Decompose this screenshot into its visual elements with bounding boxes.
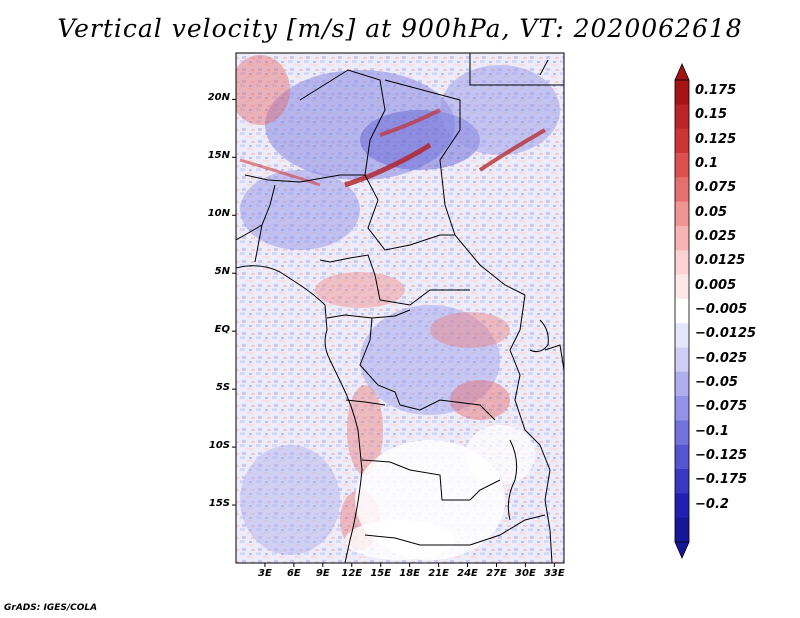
colorbar-swatch bbox=[675, 177, 689, 203]
colorbar-swatch bbox=[675, 128, 689, 154]
colorbar-level-label: 0.005 bbox=[695, 277, 737, 293]
colorbar-level-label: −0.1 bbox=[695, 423, 729, 439]
lon-tick-label: 27E bbox=[486, 568, 507, 579]
colorbar-top-arrow bbox=[674, 63, 690, 81]
velocity-field bbox=[236, 53, 564, 563]
lon-tick-label: 6E bbox=[286, 568, 301, 579]
colorbar-swatch bbox=[675, 323, 689, 348]
colorbar-swatch bbox=[675, 371, 689, 397]
colorbar-level-label: 0.1 bbox=[695, 156, 719, 172]
colorbar-swatch bbox=[675, 347, 689, 373]
colorbar-level-label: 0.125 bbox=[695, 131, 737, 147]
country-borders bbox=[236, 53, 564, 563]
colorbar-level-label: −0.125 bbox=[695, 447, 748, 463]
colorbar-swatch bbox=[675, 469, 689, 494]
lon-tick-label: 18E bbox=[399, 568, 421, 579]
lon-tick-label: 3E bbox=[258, 568, 272, 579]
colorbar-level-label: 0.025 bbox=[695, 229, 737, 245]
colorbar-swatch bbox=[675, 225, 689, 251]
lon-tick-label: 30E bbox=[515, 568, 536, 579]
colorbar bbox=[674, 63, 690, 559]
colorbar-swatch bbox=[675, 274, 689, 300]
colorbar-level-label: 0.05 bbox=[695, 204, 728, 220]
colorbar-bottom-arrow bbox=[674, 541, 690, 559]
colorbar-level-label: 0.175 bbox=[695, 83, 737, 99]
colorbar-level-label: −0.05 bbox=[695, 374, 738, 390]
colorbar-swatch bbox=[675, 250, 689, 276]
colorbar-level-label: −0.025 bbox=[695, 350, 748, 366]
lat-tick-label: 10S bbox=[208, 440, 230, 452]
lat-tick-label: 15S bbox=[208, 498, 230, 510]
colorbar-swatch bbox=[675, 444, 689, 470]
lat-tick-label: EQ bbox=[214, 324, 230, 336]
colorbar-level-label: −0.175 bbox=[695, 472, 748, 488]
colorbar-swatch bbox=[675, 80, 689, 105]
longitude-ticks bbox=[264, 563, 555, 567]
colorbar-swatch bbox=[675, 152, 689, 178]
lat-tick-label: 5S bbox=[215, 382, 230, 394]
lat-tick-label: 15N bbox=[207, 150, 230, 162]
colorbar-level-label: 0.075 bbox=[695, 180, 737, 196]
colorbar-swatch bbox=[675, 104, 689, 130]
map-title: Vertical velocity [m/s] at 900hPa, VT: 2… bbox=[57, 14, 743, 43]
lon-tick-label: 9E bbox=[315, 568, 330, 579]
latitude-ticks bbox=[232, 98, 236, 506]
colorbar-swatch bbox=[675, 493, 689, 519]
colorbar-level-label: 0.15 bbox=[695, 107, 728, 123]
lon-tick-label: 12E bbox=[341, 568, 363, 579]
grads-credit: GrADS: IGES/COLA bbox=[4, 603, 98, 613]
map-frame bbox=[235, 52, 565, 564]
colorbar-swatch bbox=[675, 298, 689, 324]
colorbar-level-label: −0.075 bbox=[695, 399, 748, 415]
colorbar-swatch bbox=[675, 420, 689, 446]
colorbar-swatch bbox=[675, 201, 689, 227]
lat-tick-label: 20N bbox=[207, 92, 230, 104]
lon-tick-label: 33E bbox=[543, 568, 565, 579]
lon-tick-label: 15E bbox=[370, 568, 392, 579]
lon-tick-label: 21E bbox=[428, 568, 449, 579]
colorbar-level-label: −0.0125 bbox=[695, 326, 757, 342]
colorbar-level-label: 0.0125 bbox=[695, 253, 746, 269]
lon-tick-label: 24E bbox=[457, 568, 478, 579]
lat-tick-label: 5N bbox=[214, 266, 230, 278]
lat-tick-label: 10N bbox=[207, 208, 230, 220]
colorbar-level-label: −0.005 bbox=[695, 302, 748, 317]
colorbar-level-label: −0.2 bbox=[695, 496, 729, 512]
colorbar-swatch bbox=[675, 396, 689, 421]
colorbar-swatch bbox=[675, 517, 689, 543]
